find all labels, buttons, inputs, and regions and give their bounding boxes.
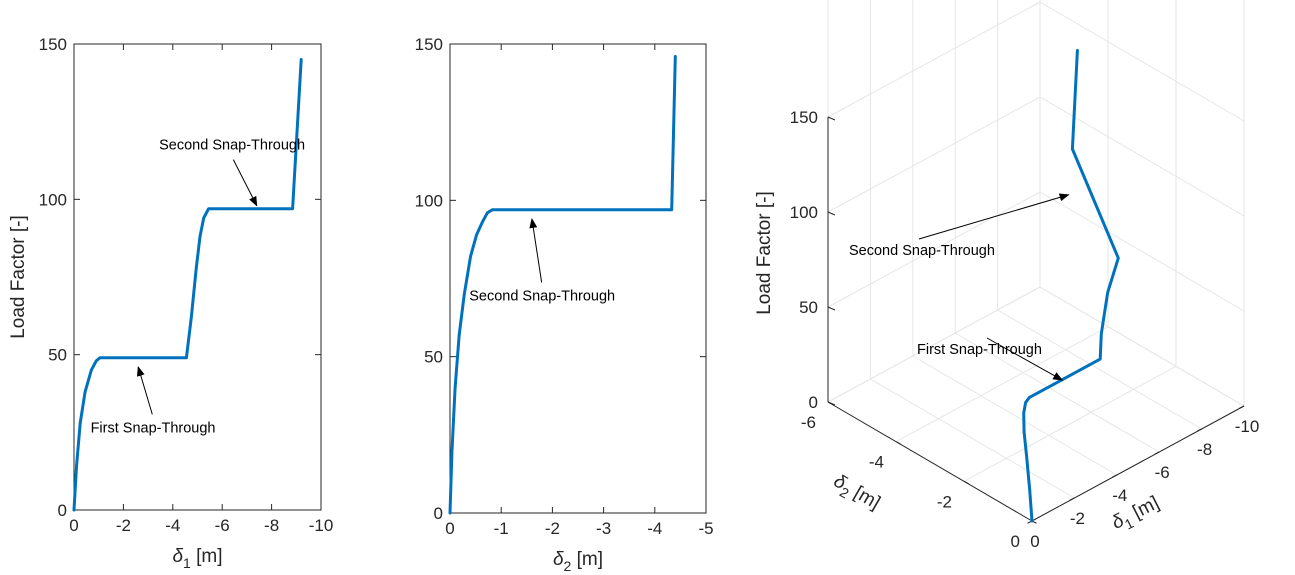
annotation-arrow (986, 337, 1064, 381)
x-tick-label: -2 (545, 519, 560, 538)
z-tick-mark (827, 211, 836, 216)
x-axis-label-1: δ1 [m] (172, 546, 222, 571)
x-tick-label: -4 (165, 516, 180, 535)
series-line (1022, 49, 1120, 523)
plot-frame-1 (73, 43, 322, 511)
y-axis-label-1: Load Factor [-] (8, 215, 29, 339)
wall-grid-line (827, 286, 1041, 403)
x-tick-mark (1112, 474, 1118, 478)
panel-1: 0 -2 -4 -6 -8 -10 0 50 100 150 Second Snap-Through… (8, 35, 333, 535)
y-tick-label: -6 (801, 413, 816, 432)
x-tick-label: -10 (1235, 417, 1260, 436)
y-tick-label: -4 (869, 453, 884, 472)
x-tick-label: -10 (309, 516, 334, 535)
z-tick-label: 0 (809, 393, 818, 412)
y-tick-label: 0 (434, 504, 443, 523)
annotation-label: First Snap-Through (917, 342, 1042, 358)
x-tick-mark (1069, 497, 1075, 501)
x-axis-label-1-unit: [m] (191, 546, 223, 567)
y-tick-mark (895, 441, 901, 445)
annotation-arrow (136, 366, 153, 415)
y-tick-label: 100 (39, 190, 67, 209)
panel-2: 0 -1 -2 -3 -4 -5 0 50 100 150 Second Snap-Through (415, 35, 714, 538)
plot-frame-2 (449, 43, 707, 514)
x-tick-label: 0 (1030, 532, 1039, 551)
wall-grid-line (1039, 1, 1245, 122)
x-axis-label-1-subscript: 1 (183, 555, 191, 571)
y-axis-label-3: δ2 [m] (828, 471, 884, 518)
y-axis-line (827, 401, 1033, 522)
annotation-arrow (232, 159, 258, 207)
x-tick-label: -2 (116, 516, 131, 535)
floor-grid-line (954, 332, 1160, 453)
series-line (72, 58, 303, 512)
y-tick-mark (963, 480, 969, 485)
annotation-arrow (529, 217, 543, 283)
floor-grid-line (912, 355, 1118, 476)
y-tick-label: 100 (415, 191, 443, 210)
wall-grid-line (1039, 191, 1245, 312)
x-tick-label: -8 (1197, 440, 1212, 459)
x-tick-label: -6 (215, 516, 230, 535)
x-axis-label-2-subscript: 2 (564, 558, 572, 574)
z-tick-mark (827, 116, 836, 121)
annotation-label: Second Snap-Through (849, 243, 995, 259)
z-tick-mark (827, 306, 836, 311)
z-tick-label: 50 (799, 298, 818, 317)
y-tick-label: 150 (39, 35, 67, 54)
wall-grid-line (827, 191, 1041, 308)
wall-grid-line (827, 96, 1041, 213)
x-axis-label-2-unit: [m] (571, 549, 603, 570)
z-axis-label-3: Load Factor [-] (754, 191, 775, 315)
x-tick-label: 0 (69, 516, 78, 535)
x-tick-mark (1239, 405, 1245, 409)
x-tick-mark (1154, 451, 1160, 455)
x-axis-label-1-symbol: δ (172, 546, 183, 567)
x-axis-label-2-symbol: δ (553, 549, 564, 570)
y-tick-label: 150 (415, 35, 443, 54)
x-tick-label: -3 (596, 519, 611, 538)
x-tick-label: 0 (445, 519, 454, 538)
wall-grid-line (827, 1, 1041, 118)
annotation-label: Second Snap-Through (469, 288, 615, 304)
x-tick-label: -2 (1070, 509, 1085, 528)
y-tick-label: -2 (937, 492, 952, 511)
x-tick-label: -8 (264, 516, 279, 535)
annotation-label: Second Snap-Through (159, 138, 305, 154)
annotation-label: First Snap-Through (91, 420, 216, 436)
annotation-arrow (918, 193, 1070, 240)
x-tick-label: -4 (1112, 486, 1127, 505)
series-line (448, 55, 677, 515)
x-axis-label-2: δ2 [m] (553, 549, 603, 574)
z-tick-label: 150 (790, 108, 818, 127)
y-tick-label: 0 (1011, 532, 1020, 551)
y-tick-label: 0 (58, 501, 67, 520)
floor-grid-line (870, 378, 1075, 499)
z-tick-mark (827, 401, 836, 406)
floor-grid-line (963, 365, 1177, 482)
wall-grid-line (1039, 96, 1245, 217)
x-tick-mark (1196, 428, 1202, 432)
x-tick-label: -4 (647, 519, 662, 538)
y-axis-label-3-unit: [m] (846, 480, 884, 514)
y-tick-label: 50 (48, 346, 67, 365)
x-tick-label: -6 (1155, 463, 1170, 482)
x-axis-line (1031, 405, 1245, 522)
x-tick-label: -5 (698, 519, 713, 538)
floor-grid-line (997, 309, 1202, 430)
floor-grid-line (895, 326, 1109, 443)
wall-grid-line (1039, 286, 1245, 407)
x-tick-label: -1 (494, 519, 509, 538)
y-tick-label: 50 (424, 348, 443, 367)
z-tick-label: 100 (790, 203, 818, 222)
